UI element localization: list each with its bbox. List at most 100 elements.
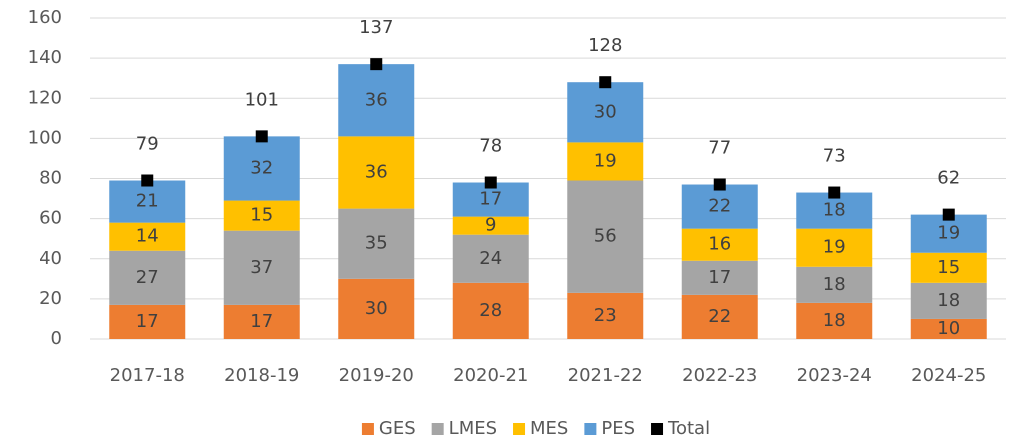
- total-label: 62: [937, 168, 960, 189]
- bar-segment: [109, 180, 186, 223]
- bar-segment: [796, 228, 873, 267]
- bar-segment: [681, 294, 758, 339]
- legend-label: Total: [667, 418, 710, 439]
- y-tick-label: 60: [39, 208, 62, 229]
- bar-segment: [338, 278, 415, 339]
- total-label: 79: [136, 134, 159, 155]
- data-label: 17: [136, 311, 159, 332]
- data-label: 17: [250, 311, 273, 332]
- bar-segment: [452, 234, 529, 283]
- y-tick-label: 20: [39, 288, 62, 309]
- legend-swatch: [584, 423, 597, 435]
- total-marker: [713, 178, 726, 191]
- total-label: 128: [588, 35, 622, 56]
- x-tick-label: 2018-19: [224, 365, 299, 386]
- data-label: 21: [136, 191, 159, 212]
- data-label: 30: [365, 298, 388, 319]
- bar-segment: [452, 282, 529, 339]
- bar-segment: [452, 216, 529, 235]
- data-label: 37: [250, 257, 273, 278]
- data-label: 14: [136, 226, 159, 247]
- total-label: 101: [245, 89, 279, 110]
- bar-segment: [223, 304, 300, 339]
- y-tick-label: 0: [51, 328, 62, 349]
- bar-segment: [681, 184, 758, 229]
- data-label: 18: [823, 200, 846, 221]
- bar-segment: [223, 136, 300, 201]
- bar-segment: [223, 200, 300, 231]
- total-marker: [141, 174, 154, 187]
- total-marker: [370, 58, 383, 71]
- total-marker: [599, 76, 612, 89]
- bar-segment: [910, 282, 987, 319]
- data-label: 32: [250, 157, 273, 178]
- total-label: 77: [708, 138, 731, 159]
- data-label: 23: [594, 305, 617, 326]
- legend-swatch: [361, 423, 374, 435]
- data-label: 28: [479, 300, 502, 321]
- x-tick-label: 2021-22: [568, 365, 643, 386]
- data-label: 19: [937, 223, 960, 244]
- legend-label: PES: [601, 418, 635, 439]
- total-label: 78: [479, 136, 502, 157]
- bar-segment: [910, 252, 987, 283]
- data-label: 19: [823, 237, 846, 258]
- bar-segment: [910, 214, 987, 253]
- data-label: 18: [937, 290, 960, 311]
- bar-segment: [796, 266, 873, 303]
- data-label: 22: [708, 306, 731, 327]
- x-tick-label: 2024-25: [911, 365, 986, 386]
- legend: GES LMES MES PES Total: [361, 418, 710, 439]
- total-marker: [942, 208, 955, 221]
- data-label: 10: [937, 318, 960, 339]
- y-tick-label: 40: [39, 248, 62, 269]
- legend-swatch: [651, 423, 664, 435]
- bar-segment: [338, 208, 415, 279]
- data-label: 17: [479, 189, 502, 210]
- x-tick-label: 2017-18: [110, 365, 185, 386]
- data-label: 18: [823, 274, 846, 295]
- bar-segment: [681, 228, 758, 261]
- bar-segment: [910, 318, 987, 339]
- data-label: 17: [708, 267, 731, 288]
- bar-segment: [567, 82, 644, 143]
- data-label: 18: [823, 310, 846, 331]
- data-label: 35: [365, 233, 388, 254]
- data-label: 36: [365, 89, 388, 110]
- x-tick-label: 2023-24: [797, 365, 872, 386]
- bar-segment: [338, 64, 415, 137]
- data-label: 15: [250, 205, 273, 226]
- data-label: 15: [937, 257, 960, 278]
- bar-segment: [109, 222, 186, 251]
- bar-segment: [109, 304, 186, 339]
- bar-segment: [567, 292, 644, 339]
- legend-swatch: [431, 423, 444, 435]
- data-label: 27: [136, 267, 159, 288]
- data-label: 30: [594, 101, 617, 122]
- data-label: 19: [594, 150, 617, 171]
- total-marker: [255, 130, 268, 143]
- legend-swatch: [513, 423, 526, 435]
- data-label: 22: [708, 196, 731, 217]
- legend-label: MES: [530, 418, 568, 439]
- bar-segment: [567, 180, 644, 293]
- total-label: 137: [359, 17, 393, 38]
- bar-segment: [223, 230, 300, 305]
- data-label: 24: [479, 248, 502, 269]
- data-label: 56: [594, 226, 617, 247]
- total-marker: [484, 176, 497, 189]
- x-tick-label: 2019-20: [339, 365, 414, 386]
- data-label: 16: [708, 234, 731, 255]
- bar-segment: [796, 192, 873, 229]
- bar-segment: [567, 142, 644, 181]
- bar-segment: [338, 136, 415, 209]
- legend-label: LMES: [449, 418, 497, 439]
- y-tick-label: 80: [39, 168, 62, 189]
- total-label: 73: [823, 146, 846, 167]
- bar-segment: [681, 260, 758, 295]
- data-label: 36: [365, 161, 388, 182]
- x-tick-label: 2022-23: [682, 365, 757, 386]
- y-tick-label: 100: [28, 127, 62, 148]
- bar-segment: [109, 250, 186, 305]
